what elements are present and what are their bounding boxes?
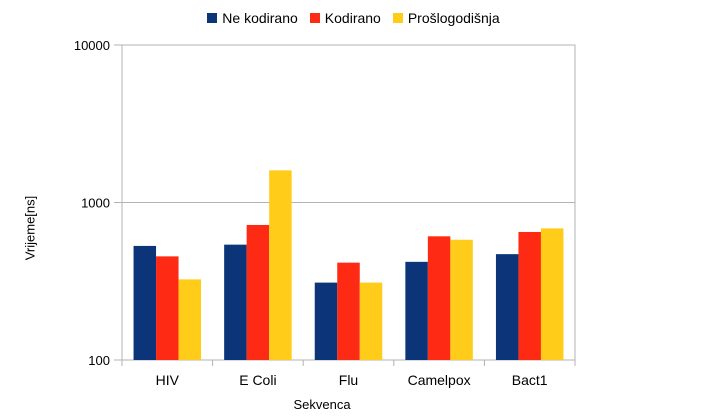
bar	[337, 262, 360, 360]
bar	[314, 282, 338, 360]
bar	[359, 282, 383, 360]
x-axis-label: Sekvenca	[293, 397, 351, 412]
bar	[405, 261, 428, 360]
bar	[156, 256, 179, 360]
x-tick-label: Bact1	[512, 372, 548, 388]
bar	[540, 228, 564, 360]
bar	[518, 231, 541, 360]
bar	[224, 244, 247, 360]
legend-swatch	[392, 13, 403, 23]
bar	[495, 254, 519, 360]
x-tick-label: Camelpox	[408, 372, 471, 388]
x-tick-label: E Coli	[239, 372, 276, 388]
legend-swatch	[309, 13, 320, 23]
legend: Ne kodirano Kodirano Prošlogodišnja	[0, 10, 707, 26]
bar	[269, 170, 292, 360]
legend-label: Kodirano	[324, 10, 381, 26]
x-tick-label: HIV	[156, 372, 180, 388]
legend-label: Prošlogodišnja	[407, 10, 500, 26]
legend-label: Ne kodirano	[222, 10, 298, 26]
bar	[178, 279, 202, 360]
legend-swatch	[207, 13, 218, 23]
bar	[450, 239, 473, 360]
bar	[246, 224, 270, 360]
y-tick-label: 10000	[74, 38, 110, 53]
x-tick-label: Flu	[339, 372, 358, 388]
legend-item-proslogodisnja: Prošlogodišnja	[392, 10, 500, 26]
y-tick-label: 1000	[81, 196, 110, 211]
bar	[427, 236, 451, 360]
legend-item-kodirano: Kodirano	[309, 10, 381, 26]
bar	[133, 245, 157, 360]
legend-item-ne-kodirano: Ne kodirano	[207, 10, 298, 26]
y-tick-label: 100	[88, 353, 110, 368]
